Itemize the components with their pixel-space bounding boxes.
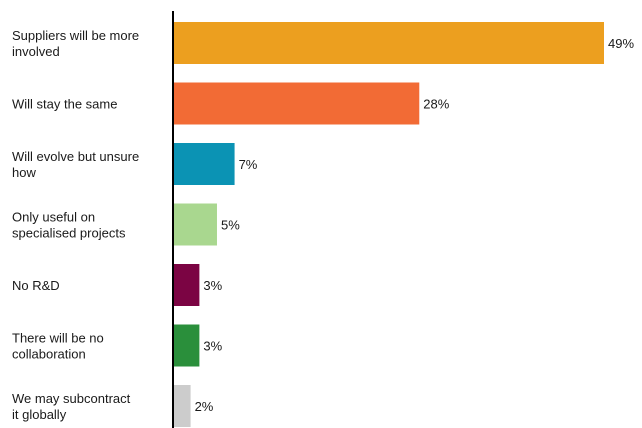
category-label-line: Only useful on [12,210,95,225]
bar-1 [173,82,420,125]
category-labels: Suppliers will be more involved Will stay … [12,28,139,422]
category-label-line: specialised projects [12,226,126,241]
category-label-4: No R&D [12,278,60,293]
value-label-5: 3% [203,339,222,354]
value-labels: 49% 28% 7% 5% 3% 3% 2% [195,36,635,414]
bars [173,22,604,427]
bar-2 [173,143,235,185]
category-label-1: Will stay the same [12,97,117,112]
category-label-3: Only useful on specialised projects [12,210,126,241]
category-label-line: how [12,165,36,180]
value-label-3: 5% [221,218,240,233]
category-label-line: Suppliers will be more [12,28,139,43]
value-label-2: 7% [239,157,258,172]
bar-0 [173,22,604,64]
category-label-line: Will stay the same [12,97,117,112]
category-label-line: No R&D [12,278,60,293]
category-label-6: We may subcontract it globally [12,391,131,422]
category-label-line: There will be no [12,331,104,346]
bar-4 [173,264,200,306]
category-label-line: it globally [12,407,67,422]
value-label-4: 3% [203,278,222,293]
value-label-0: 49% [608,36,634,51]
value-label-6: 2% [195,399,214,414]
category-label-line: involved [12,44,60,59]
category-label-line: We may subcontract [12,391,131,406]
bar-3 [173,203,217,246]
bar-6 [173,385,191,427]
category-label-0: Suppliers will be more involved [12,28,139,59]
category-label-line: collaboration [12,347,86,362]
category-label-2: Will evolve but unsure how [12,149,139,180]
value-label-1: 28% [423,97,449,112]
bar-5 [173,324,200,367]
category-label-line: Will evolve but unsure [12,149,139,164]
category-label-5: There will be no collaboration [12,331,104,362]
